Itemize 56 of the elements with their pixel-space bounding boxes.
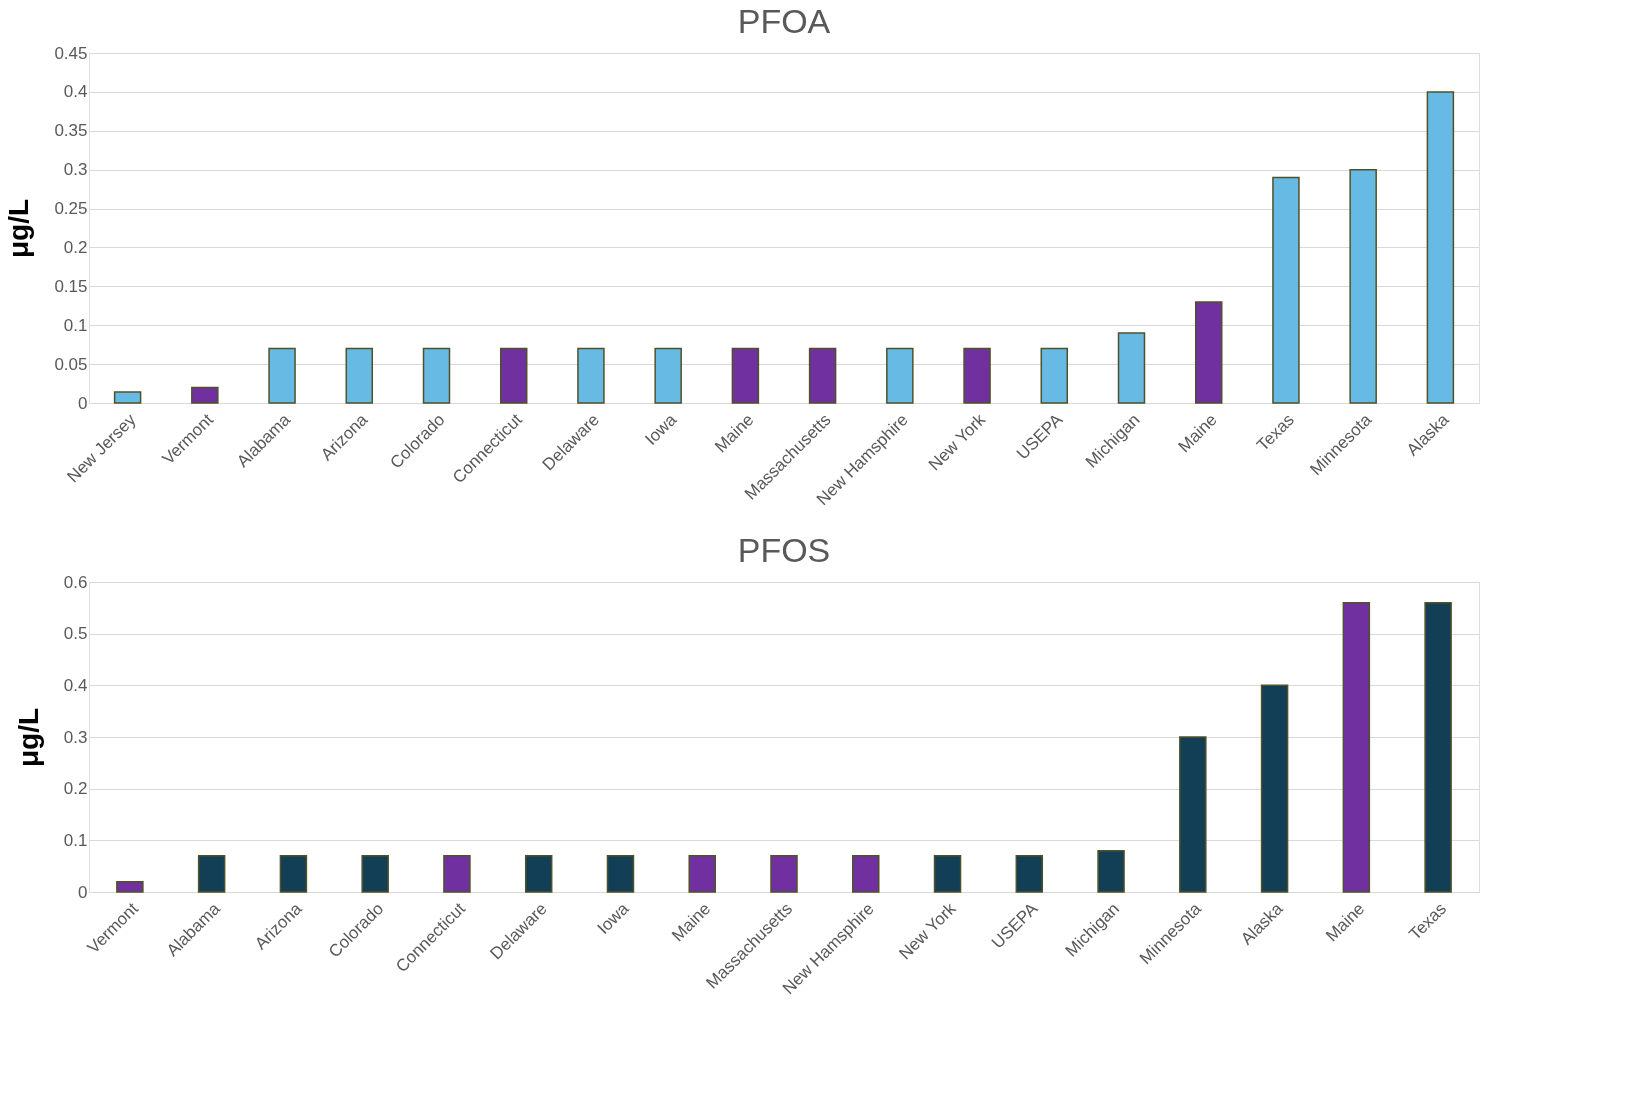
y-tick-label: 0.2: [63, 237, 88, 257]
bar: [577, 347, 605, 404]
y-tick-label: 0.5: [63, 624, 88, 644]
y-tick-label: 0.35: [54, 121, 88, 141]
bar: [197, 855, 226, 893]
y-tick-label: 0.25: [54, 199, 88, 219]
bar: [770, 855, 798, 893]
bar: [808, 347, 837, 404]
bar: [1194, 301, 1223, 404]
bar: [886, 347, 914, 404]
bar: [654, 347, 682, 404]
bar: [1040, 347, 1069, 404]
y-tick-label: 0.05: [54, 354, 88, 374]
bar: [279, 855, 308, 893]
y-tick-label: 0: [78, 882, 88, 902]
bar: [1179, 736, 1207, 893]
y-tick-label: 0.3: [63, 727, 88, 747]
bar: [1349, 168, 1377, 404]
bar: [963, 347, 991, 404]
y-tick-label: 0.4: [63, 82, 88, 102]
chart-title: PFOA: [737, 2, 831, 40]
bar: [933, 855, 962, 893]
y-tick-label: 0.45: [54, 43, 88, 63]
bar: [606, 855, 635, 893]
y-tick-label: 0.1: [63, 830, 88, 850]
bar: [443, 855, 471, 893]
chart-title: PFOS: [737, 531, 831, 569]
bar: [113, 391, 142, 404]
bar: [268, 347, 296, 404]
bar: [1272, 176, 1300, 404]
bar: [1260, 684, 1289, 893]
bar: [688, 855, 716, 893]
bar: [361, 855, 389, 893]
y-axis-title: μg/L: [12, 707, 44, 768]
bar: [345, 347, 374, 404]
y-tick-label: 0: [78, 393, 88, 413]
bar: [731, 347, 760, 404]
bar: [524, 855, 553, 893]
y-tick-label: 0.15: [54, 276, 88, 296]
bar: [422, 347, 451, 404]
y-tick-label: 0.6: [63, 572, 88, 592]
bar: [191, 386, 219, 404]
bar: [852, 855, 880, 893]
bar: [1426, 91, 1455, 404]
bar: [1097, 849, 1125, 893]
bar: [1117, 332, 1146, 404]
y-tick-label: 0.3: [63, 160, 88, 180]
bar: [116, 880, 144, 893]
bar: [1342, 601, 1371, 893]
y-tick-label: 0.2: [63, 779, 88, 799]
bar: [1424, 601, 1452, 893]
y-tick-label: 0.1: [63, 315, 88, 335]
y-axis-title: μg/L: [3, 198, 35, 259]
y-tick-label: 0.4: [63, 675, 88, 695]
bar: [499, 347, 528, 404]
bar: [1015, 855, 1044, 893]
